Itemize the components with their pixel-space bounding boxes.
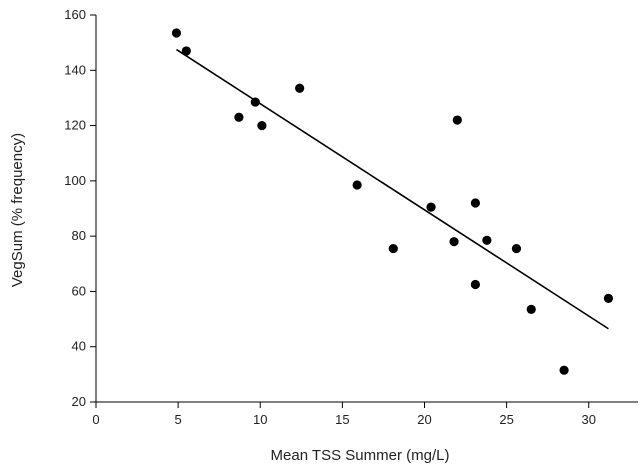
data-point bbox=[449, 237, 459, 247]
x-axis-title: Mean TSS Summer (mg/L) bbox=[271, 447, 450, 464]
data-point bbox=[452, 115, 462, 125]
data-point bbox=[603, 293, 614, 303]
plot-area: 20 40 60 80 100 120 140 160 0 5 10 15 20 25 30 bbox=[64, 7, 638, 427]
y-tick-label: 160 bbox=[64, 7, 86, 22]
data-point bbox=[526, 304, 536, 314]
x-tick-label: 25 bbox=[499, 412, 513, 427]
data-point bbox=[352, 180, 362, 190]
x-tick-label: 0 bbox=[92, 412, 99, 427]
y-axis-title: VegSum (% frequency) bbox=[9, 133, 26, 287]
y-tick-label: 40 bbox=[72, 339, 86, 354]
x-tick-label: 30 bbox=[581, 412, 595, 427]
data-point bbox=[511, 243, 522, 254]
data-point bbox=[257, 120, 267, 131]
y-tick-label: 100 bbox=[64, 173, 86, 188]
data-point bbox=[559, 365, 569, 375]
y-tick-label: 20 bbox=[72, 394, 86, 409]
y-tick-label: 140 bbox=[64, 62, 86, 77]
x-tick-label: 20 bbox=[417, 412, 431, 427]
x-tick-label: 15 bbox=[335, 412, 349, 427]
data-point bbox=[250, 97, 260, 107]
data-point bbox=[470, 279, 480, 290]
data-point bbox=[470, 198, 480, 208]
y-tick-label: 80 bbox=[72, 228, 86, 243]
x-tick-label: 10 bbox=[253, 412, 267, 427]
data-point bbox=[234, 112, 244, 122]
y-tick-label: 60 bbox=[72, 283, 86, 298]
trend-line bbox=[176, 48, 609, 330]
x-tick-label: 5 bbox=[175, 412, 182, 427]
data-point bbox=[388, 243, 398, 254]
data-point bbox=[295, 83, 305, 93]
data-point bbox=[171, 28, 182, 38]
data-point bbox=[181, 46, 191, 56]
data-point bbox=[482, 235, 492, 245]
y-tick-label: 120 bbox=[64, 118, 86, 133]
data-point bbox=[426, 202, 436, 212]
